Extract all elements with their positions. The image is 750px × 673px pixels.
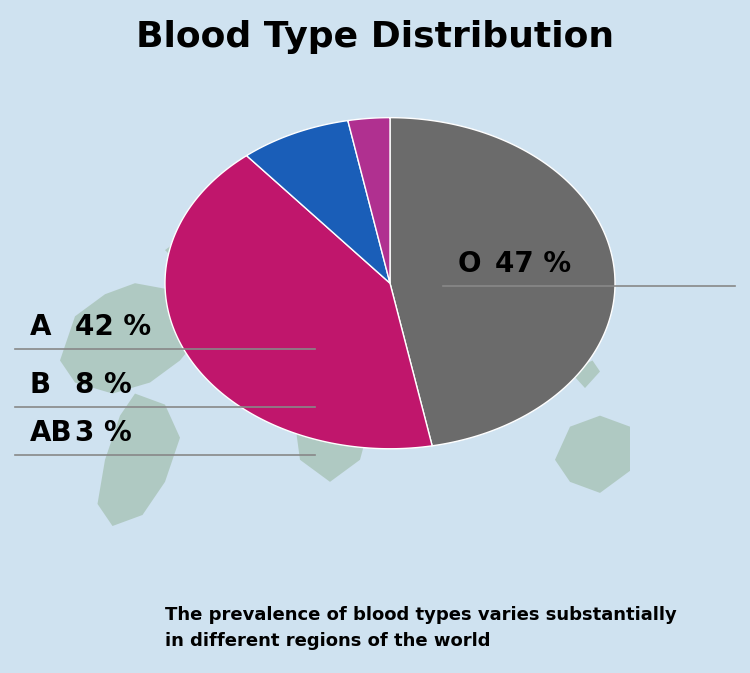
- Text: 42 %: 42 %: [75, 313, 151, 341]
- Text: 47 %: 47 %: [495, 250, 572, 278]
- Text: 8 %: 8 %: [75, 371, 132, 399]
- Polygon shape: [570, 361, 600, 388]
- Text: AB: AB: [30, 419, 73, 447]
- Polygon shape: [555, 416, 630, 493]
- Polygon shape: [592, 272, 608, 289]
- Text: 3 %: 3 %: [75, 419, 132, 447]
- Polygon shape: [510, 349, 570, 382]
- Polygon shape: [165, 155, 432, 449]
- Polygon shape: [308, 261, 390, 316]
- Text: O: O: [458, 250, 481, 278]
- Polygon shape: [292, 316, 375, 482]
- Polygon shape: [390, 118, 615, 446]
- Polygon shape: [348, 118, 390, 283]
- Polygon shape: [60, 283, 202, 394]
- Polygon shape: [247, 120, 390, 283]
- Text: A: A: [30, 313, 52, 341]
- Polygon shape: [165, 228, 225, 272]
- Polygon shape: [390, 239, 585, 339]
- Text: B: B: [30, 371, 51, 399]
- Text: Blood Type Distribution: Blood Type Distribution: [136, 20, 614, 55]
- Polygon shape: [427, 339, 465, 416]
- Polygon shape: [292, 261, 308, 278]
- Polygon shape: [98, 394, 180, 526]
- Text: The prevalence of blood types varies substantially
in different regions of the w: The prevalence of blood types varies sub…: [165, 606, 676, 650]
